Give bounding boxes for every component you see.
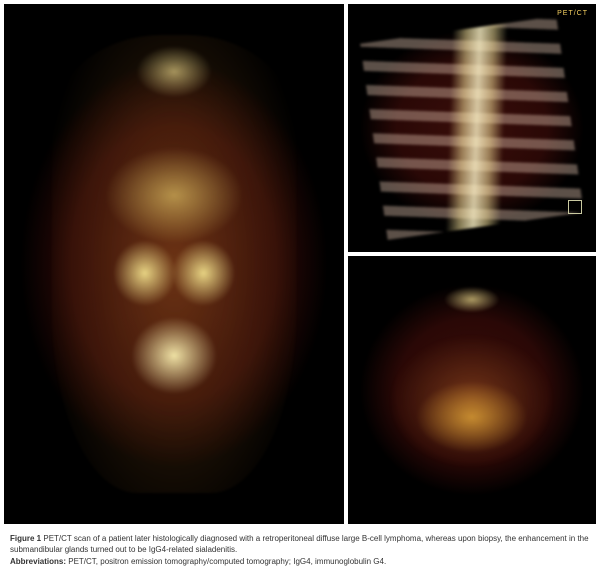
pet-uptake-spine xyxy=(360,16,584,240)
coronal-thorax-panel xyxy=(348,256,596,524)
roi-marker-icon xyxy=(568,200,582,214)
abbreviations-text: PET/CT, positron emission tomography/com… xyxy=(68,557,386,566)
figure-number-label: Figure 1 xyxy=(10,534,41,543)
pet-uptake-thorax xyxy=(375,277,568,502)
pet-uptake-torso xyxy=(52,35,297,493)
scan-image-grid: PET/CT xyxy=(0,0,600,528)
abbreviations-label: Abbreviations: xyxy=(10,557,66,566)
sagittal-spine-panel: PET/CT xyxy=(348,4,596,252)
caption-main-line: Figure 1 PET/CT scan of a patient later … xyxy=(10,534,590,556)
figure-caption: Figure 1 PET/CT scan of a patient later … xyxy=(0,528,600,572)
caption-main-text: PET/CT scan of a patient later histologi… xyxy=(10,534,589,554)
caption-abbrev-line: Abbreviations: PET/CT, positron emission… xyxy=(10,557,590,568)
modality-overlay-label: PET/CT xyxy=(557,10,588,17)
right-column: PET/CT xyxy=(348,4,596,524)
coronal-full-body-panel xyxy=(4,4,344,524)
figure-container: PET/CT Figure 1 PET/CT scan of a patient… xyxy=(0,0,600,572)
